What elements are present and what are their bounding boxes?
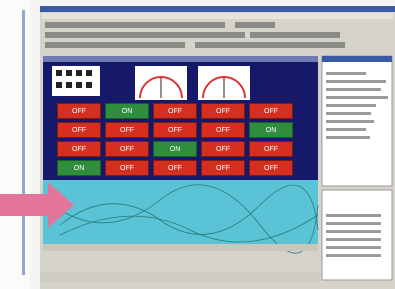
gauge (198, 66, 250, 100)
toggle-button[interactable]: OFF (153, 160, 197, 176)
toggle-button[interactable]: OFF (153, 122, 197, 138)
toggle-button[interactable]: OFF (57, 103, 101, 119)
menu-bar (42, 13, 393, 19)
left-scrollbar (22, 10, 25, 275)
toggle-button[interactable]: ON (153, 141, 197, 157)
toggle-button[interactable]: OFF (57, 122, 101, 138)
toggle-button[interactable]: OFF (249, 160, 293, 176)
trend-area (43, 180, 318, 244)
toggle-button[interactable]: OFF (249, 141, 293, 157)
toggle-button[interactable]: OFF (153, 103, 197, 119)
status-bar (40, 272, 320, 282)
gauge (135, 66, 187, 100)
toggle-button[interactable]: OFF (105, 122, 149, 138)
toggle-button[interactable]: ON (249, 122, 293, 138)
toggle-button[interactable]: ON (57, 160, 101, 176)
toggle-button[interactable]: OFF (105, 160, 149, 176)
toggle-button[interactable]: OFF (201, 122, 245, 138)
toggle-button[interactable]: OFF (201, 141, 245, 157)
toggle-button[interactable]: OFF (57, 141, 101, 157)
toggle-button[interactable]: OFF (105, 141, 149, 157)
screen: OFFONOFFOFFOFFOFFOFFOFFOFFONOFFOFFONOFFO… (0, 0, 395, 289)
toggle-button[interactable]: ON (105, 103, 149, 119)
object-list (322, 190, 392, 280)
editor-title (43, 56, 318, 62)
toggle-button[interactable]: OFF (201, 160, 245, 176)
title-bar (40, 6, 395, 12)
toggle-button[interactable]: OFF (201, 103, 245, 119)
left-panel (0, 0, 30, 289)
property-title (322, 56, 392, 62)
scrollbar (43, 244, 318, 251)
toggle-button[interactable]: OFF (249, 103, 293, 119)
